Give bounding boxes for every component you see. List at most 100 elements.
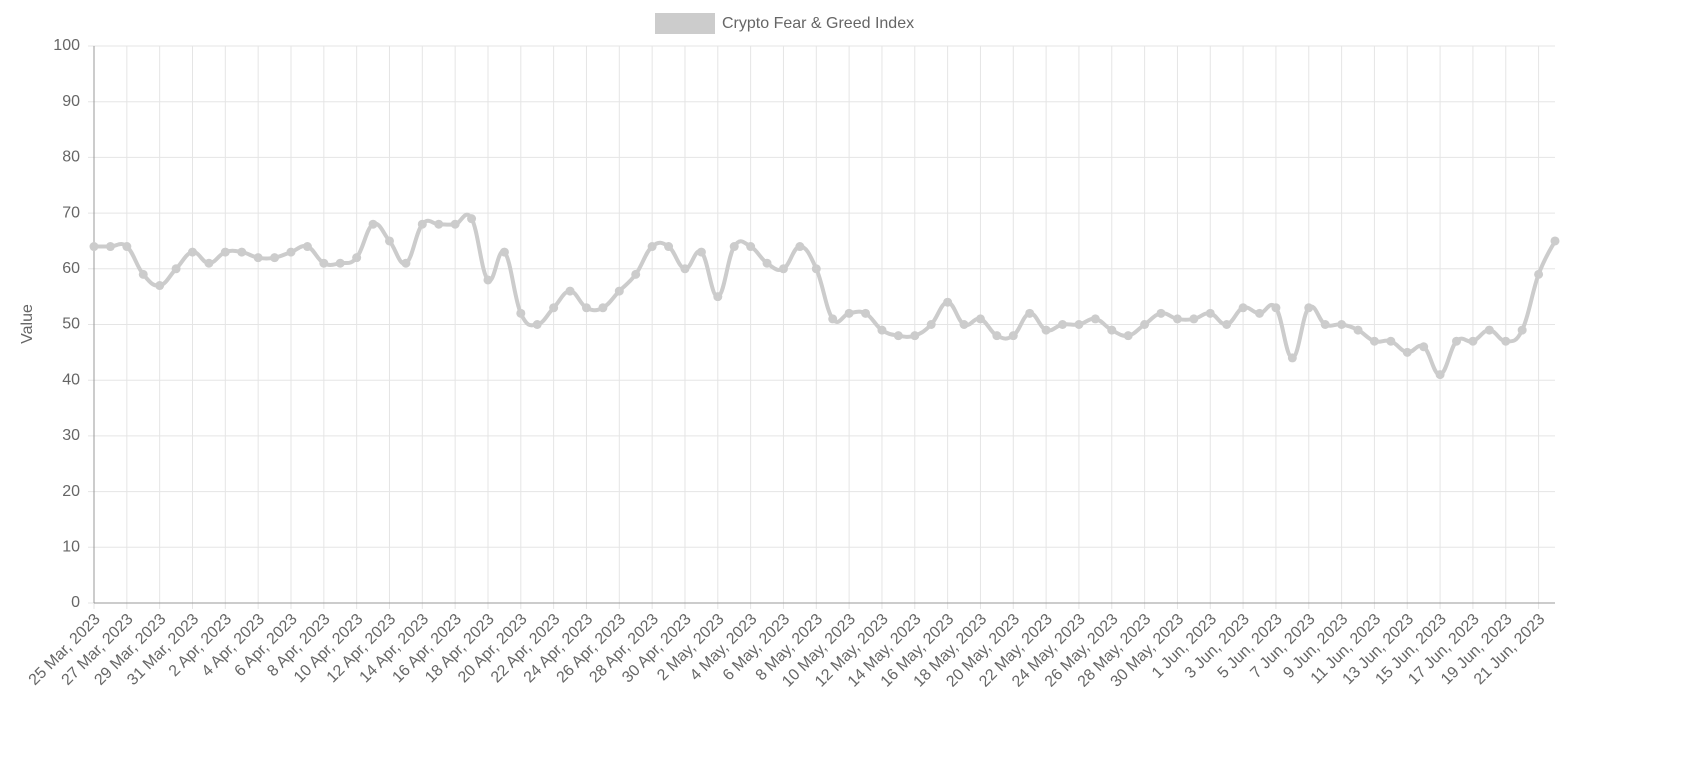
data-point — [352, 253, 362, 263]
data-point — [549, 303, 559, 313]
data-point — [1074, 320, 1084, 329]
data-point — [828, 314, 838, 324]
data-point — [171, 264, 181, 274]
data-point — [1140, 320, 1150, 329]
data-point — [861, 308, 871, 318]
data-point — [992, 331, 1002, 341]
data-point — [1468, 336, 1478, 346]
data-point — [417, 219, 427, 229]
data-point — [1419, 342, 1429, 352]
data-point — [253, 253, 263, 263]
data-point — [220, 247, 230, 257]
data-point — [581, 303, 591, 313]
data-point — [647, 242, 657, 252]
data-point — [1222, 320, 1232, 329]
data-point — [811, 264, 821, 274]
data-point — [335, 258, 345, 268]
data-point — [89, 242, 99, 252]
data-point — [368, 219, 378, 229]
data-point — [122, 242, 132, 252]
y-tick-label: 10 — [62, 539, 80, 556]
data-point — [1435, 370, 1445, 380]
data-point — [319, 258, 329, 268]
data-point — [926, 320, 936, 329]
data-point — [762, 258, 772, 268]
data-point — [1058, 320, 1068, 329]
y-tick-label: 90 — [62, 93, 80, 110]
data-point — [499, 247, 509, 257]
y-tick-label: 30 — [62, 427, 80, 444]
data-point — [910, 331, 920, 341]
data-point — [1534, 269, 1544, 279]
data-point — [1550, 236, 1560, 246]
y-tick-label: 20 — [62, 483, 80, 500]
data-point — [893, 331, 903, 341]
data-point — [434, 219, 444, 229]
series-line — [94, 212, 1557, 377]
data-point — [155, 281, 165, 291]
data-point — [713, 292, 723, 302]
data-point — [1271, 303, 1281, 313]
y-tick-label: 50 — [62, 316, 80, 333]
data-point — [532, 320, 542, 329]
data-point — [1025, 308, 1035, 318]
data-point — [778, 264, 788, 274]
data-point — [1172, 314, 1182, 324]
data-point — [286, 247, 296, 257]
data-point — [483, 275, 493, 285]
data-point — [664, 242, 674, 252]
data-point — [1008, 331, 1018, 341]
data-point — [270, 253, 280, 263]
data-point — [138, 269, 148, 279]
data-point — [1255, 308, 1265, 318]
data-point — [1304, 303, 1314, 313]
data-point — [450, 219, 460, 229]
y-tick-label: 70 — [62, 204, 80, 221]
data-point — [696, 247, 706, 257]
data-point — [565, 286, 575, 296]
data-point — [1107, 325, 1117, 335]
data-point — [302, 242, 312, 252]
y-tick-label: 40 — [62, 371, 80, 388]
data-point — [975, 314, 985, 324]
data-point — [959, 320, 969, 329]
data-point — [1238, 303, 1248, 313]
data-point — [1369, 336, 1379, 346]
data-point — [105, 242, 115, 252]
data-point — [1090, 314, 1100, 324]
data-point — [204, 258, 214, 268]
data-point — [631, 269, 641, 279]
y-tick-label: 60 — [62, 260, 80, 277]
data-point — [1337, 320, 1347, 329]
data-point — [1287, 353, 1297, 363]
data-point — [1320, 320, 1330, 329]
data-point — [1189, 314, 1199, 324]
data-point — [729, 242, 739, 252]
data-point — [1353, 325, 1363, 335]
data-point — [1501, 336, 1511, 346]
data-point — [1517, 325, 1527, 335]
data-point — [1402, 347, 1412, 357]
data-point — [1041, 325, 1051, 335]
data-point — [614, 286, 624, 296]
data-point — [401, 258, 411, 268]
data-point — [943, 297, 953, 307]
data-point — [1156, 308, 1166, 318]
data-point — [1484, 325, 1494, 335]
legend-label: Crypto Fear & Greed Index — [722, 15, 914, 32]
data-point — [1452, 336, 1462, 346]
data-point — [237, 247, 247, 257]
legend-swatch — [655, 13, 715, 34]
y-tick-label: 100 — [53, 37, 80, 54]
data-point — [746, 242, 756, 252]
data-point — [1123, 331, 1133, 341]
data-point — [516, 308, 526, 318]
data-point — [680, 264, 690, 274]
data-point — [598, 303, 608, 313]
y-tick-label: 0 — [71, 594, 80, 611]
data-point — [1386, 336, 1396, 346]
data-point — [187, 247, 197, 257]
data-point — [877, 325, 887, 335]
